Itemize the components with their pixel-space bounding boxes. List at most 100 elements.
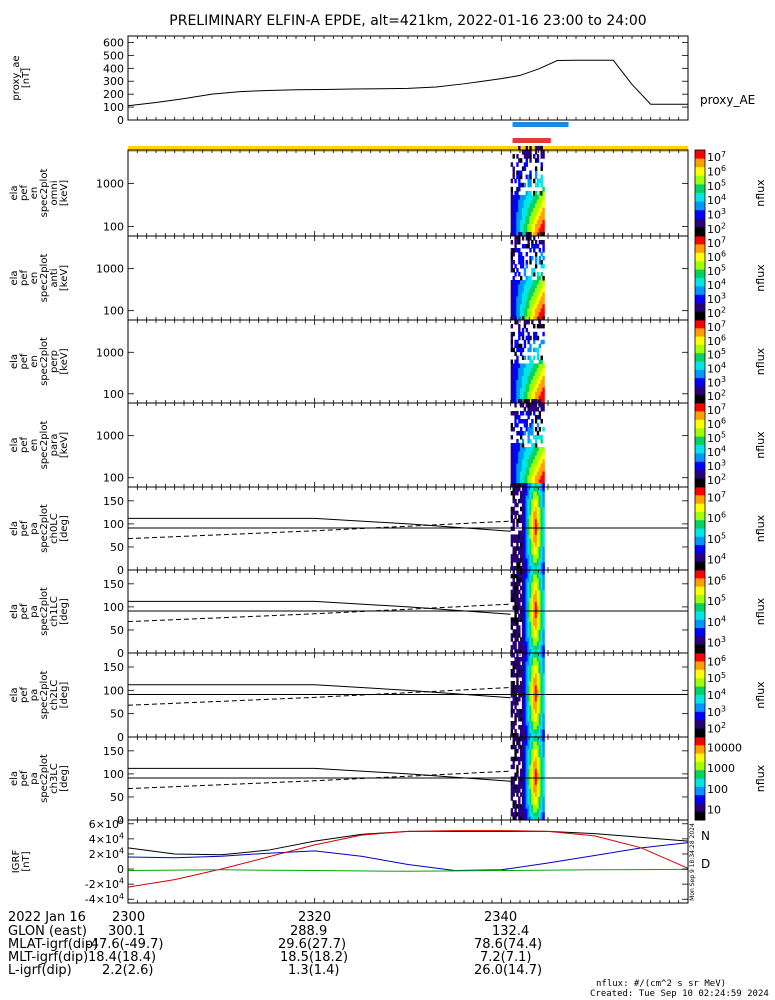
heat-cell [510, 240, 514, 245]
heat-cell [521, 260, 525, 265]
heat-cell [533, 740, 536, 746]
heat-cell [510, 339, 514, 345]
heat-cell [533, 573, 536, 579]
heat-cell [520, 232, 523, 237]
heat-cell [531, 808, 534, 813]
heat-cell [527, 665, 530, 670]
heat-cell [542, 534, 545, 539]
heat-cell [514, 657, 517, 662]
heat-cell [514, 593, 517, 599]
heat-cell [540, 395, 543, 400]
heat-cell [527, 300, 530, 305]
heat-cell [527, 280, 530, 285]
heat-cell [533, 347, 536, 353]
heat-cell [540, 792, 543, 797]
y-tick-label: 100 [103, 472, 124, 485]
y-tick-label: 50 [110, 791, 124, 804]
colorbar-swatch [695, 720, 705, 730]
heat-cell [529, 729, 532, 734]
heat-cell [516, 585, 519, 591]
heat-cell [518, 363, 521, 368]
heat-cell [540, 597, 543, 603]
heat-cell [529, 812, 532, 817]
heat-cell [540, 780, 543, 785]
heat-cell [521, 784, 525, 789]
heat-cell [529, 645, 532, 650]
ylabel-line: pa [29, 605, 40, 617]
heat-cell [536, 581, 540, 587]
heat-cell [525, 383, 528, 388]
heat-cell [536, 748, 540, 754]
heat-cell [531, 316, 534, 321]
heat-cell [516, 162, 519, 167]
heat-cell [529, 776, 532, 781]
heat-cell [536, 498, 540, 504]
heat-cell [538, 729, 542, 734]
heat-cell [536, 729, 540, 734]
heat-cell [516, 792, 519, 797]
heat-cell [514, 240, 517, 245]
heat-cell [514, 411, 517, 416]
heat-cell [510, 701, 514, 706]
heat-cell [540, 534, 543, 539]
heat-cell [542, 733, 545, 738]
ylabel-line: pef [19, 270, 30, 287]
heat-cell [521, 199, 525, 204]
heat-cell [529, 494, 532, 500]
heat-cell [514, 351, 517, 357]
heat-cell [538, 562, 542, 567]
heat-cell [531, 467, 534, 472]
heat-cell [534, 455, 538, 460]
heat-cell [516, 649, 519, 654]
heat-cell [520, 276, 523, 281]
heat-cell [514, 487, 517, 492]
heat-cell [518, 371, 521, 376]
colorbar-swatch [695, 570, 705, 579]
heat-cell [531, 219, 534, 225]
heat-cell [542, 494, 545, 500]
heat-cell [536, 415, 540, 420]
heat-cell [533, 487, 536, 492]
heat-cell [538, 617, 542, 622]
heat-cell [529, 427, 532, 432]
heat-cell [518, 367, 521, 372]
ylabel-line: pa [29, 689, 40, 701]
heat-cell [534, 463, 538, 468]
heat-cell [540, 605, 543, 611]
heat-cell [520, 737, 523, 742]
heat-cell [521, 459, 525, 464]
heat-cell [518, 455, 521, 460]
heat-cell [521, 768, 525, 774]
panel-frame [127, 402, 689, 488]
heat-cell [514, 721, 517, 726]
heat-cell [512, 490, 515, 496]
heat-cell [527, 304, 530, 309]
heat-cell [510, 581, 514, 587]
heat-cell [538, 764, 542, 770]
heat-cell [533, 244, 536, 249]
heat-cell [514, 713, 517, 718]
heat-cell [514, 645, 517, 650]
heat-cell [520, 756, 523, 762]
heat-cell [512, 304, 515, 309]
heat-cell [536, 681, 540, 686]
heat-cell [516, 367, 519, 372]
colorbar-tick-label: 106 [707, 654, 726, 668]
heat-cell [533, 399, 536, 404]
heat-cell [540, 705, 543, 710]
heat-cell [527, 459, 530, 464]
heat-cell [512, 387, 515, 392]
heat-cell [533, 471, 536, 476]
heat-cell [534, 207, 538, 212]
heat-cell [521, 609, 525, 614]
heat-cell [525, 756, 528, 762]
ephem-tick-1: 2320 [298, 910, 332, 925]
colorbar-label: nflux [754, 347, 767, 375]
heat-cell [536, 347, 540, 353]
ylabel-ch0LC: ela pef pa spec2plot ch0LC [deg] [9, 504, 70, 553]
heat-cell [520, 514, 523, 520]
colorbar-swatch [695, 461, 705, 471]
heat-cell [540, 483, 543, 488]
heat-cell [534, 363, 538, 368]
